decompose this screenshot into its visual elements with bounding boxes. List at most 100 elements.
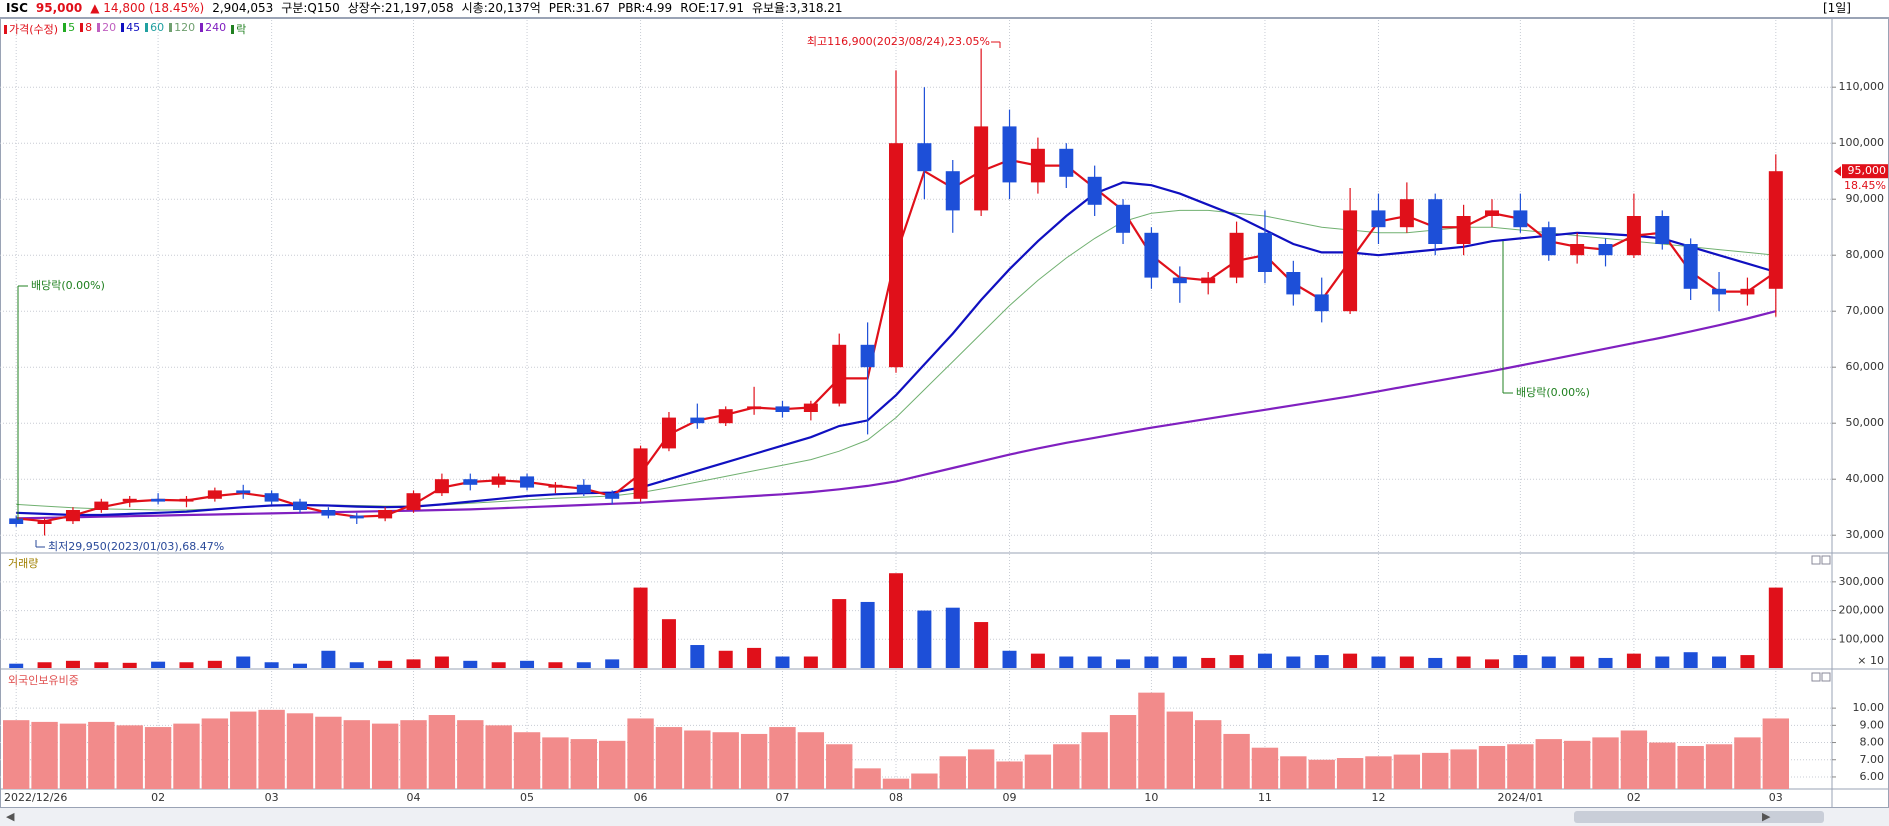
- ratio-bar: [1393, 754, 1421, 789]
- moving-average-line: [16, 181, 1777, 517]
- ratio-bar: [1563, 740, 1591, 789]
- legend-item[interactable]: 5: [63, 21, 75, 37]
- legend-swatch: [63, 23, 67, 32]
- volume-bar: [1712, 656, 1727, 668]
- ratio-bar: [371, 723, 399, 789]
- y-tick-label: 7.00: [1860, 753, 1885, 766]
- volume-bar: [122, 662, 137, 668]
- legend-label: 가격(수정): [9, 23, 59, 36]
- panel-button[interactable]: [1811, 555, 1821, 565]
- stock-cap: 시총:20,137억: [461, 1, 541, 15]
- candle-body: [94, 501, 109, 510]
- legend-item[interactable]: 락: [231, 21, 246, 37]
- legend-swatch: [145, 23, 149, 32]
- volume-bar: [520, 660, 535, 668]
- candle-body: [1683, 244, 1698, 289]
- legend-item[interactable]: 8: [80, 21, 92, 37]
- scroll-thumb[interactable]: [1574, 811, 1824, 823]
- x-tick-label: 03: [1769, 791, 1783, 804]
- ratio-bar: [343, 720, 370, 789]
- ratio-bar: [967, 749, 995, 789]
- panel-title: 거래량: [8, 557, 38, 570]
- volume-bar: [1768, 587, 1783, 668]
- stock-reserve: 유보율:3,318.21: [751, 1, 843, 15]
- ratio-bar: [684, 730, 711, 789]
- ratio-bar: [428, 715, 456, 789]
- volume-bar: [860, 601, 875, 668]
- volume-bar: [207, 660, 222, 668]
- x-tick-label: 04: [407, 791, 421, 804]
- candle-body: [747, 406, 762, 410]
- ratio-bar: [882, 778, 910, 789]
- candle-body: [349, 515, 364, 519]
- panel-button[interactable]: [1821, 555, 1831, 565]
- y-tick-label: 110,000: [1839, 80, 1885, 93]
- candle-body: [1541, 227, 1556, 256]
- scrollbar[interactable]: [0, 808, 1889, 826]
- candle-body: [633, 448, 648, 499]
- volume-bar: [661, 619, 676, 668]
- volume-bar: [151, 661, 166, 668]
- candle-body: [434, 479, 449, 494]
- panel-button[interactable]: [1821, 672, 1831, 682]
- candle-body: [832, 344, 847, 404]
- candle-body: [1399, 199, 1414, 228]
- ratio-bar: [769, 727, 796, 789]
- ratio-bar: [230, 711, 257, 789]
- candle-body: [236, 490, 251, 494]
- volume-bar: [434, 656, 449, 668]
- stock-shares: 상장수:21,197,058: [347, 1, 454, 15]
- volume-bar: [1116, 659, 1131, 668]
- candle-body: [1201, 277, 1216, 284]
- period-button[interactable]: [1일]: [1822, 1, 1851, 15]
- legend-label: 20: [102, 21, 117, 34]
- ratio-bar: [1762, 718, 1789, 789]
- ratio-bar: [457, 720, 484, 789]
- candle-body: [860, 344, 875, 368]
- volume-bar: [1343, 653, 1358, 668]
- scroll-left[interactable]: ◀: [6, 810, 15, 823]
- ratio-bar: [1280, 756, 1307, 789]
- scroll-right[interactable]: ▶: [1762, 810, 1771, 823]
- legend-item[interactable]: 45: [121, 21, 140, 37]
- candle-body: [9, 518, 24, 524]
- dividend-annotation: 배당락(0.00%): [1516, 386, 1590, 399]
- panel-button[interactable]: [1811, 672, 1821, 682]
- volume-bar: [832, 599, 847, 668]
- legend-item[interactable]: 120: [169, 21, 195, 37]
- ratio-bar: [1535, 739, 1562, 789]
- x-tick-label: 03: [265, 791, 279, 804]
- candle-body: [1059, 148, 1074, 177]
- ratio-bar: [542, 737, 569, 789]
- candle-body: [151, 498, 166, 502]
- candle-body: [661, 417, 676, 449]
- ratio-bar: [797, 732, 825, 789]
- legend-swatch: [169, 23, 173, 32]
- volume-bar: [1257, 653, 1272, 668]
- ratio-bar: [1649, 742, 1676, 789]
- y-tick-label: 40,000: [1846, 472, 1885, 485]
- candle-body: [548, 484, 563, 488]
- stock-market: 구분:Q150: [281, 1, 340, 15]
- legend-item[interactable]: 240: [200, 21, 226, 37]
- legend-item[interactable]: 가격(수정): [4, 21, 58, 37]
- ratio-bar: [286, 713, 314, 789]
- candle-body: [1513, 210, 1528, 228]
- x-tick-label: 08: [889, 791, 903, 804]
- volume-bar: [9, 663, 24, 668]
- x-tick-label: 02: [151, 791, 165, 804]
- volume-bar: [321, 650, 336, 668]
- legend-item[interactable]: 60: [145, 21, 164, 37]
- last-price-label: 95,000: [1848, 164, 1887, 177]
- legend-label: 5: [68, 21, 76, 34]
- candle-body: [1257, 232, 1272, 272]
- candle-body: [1343, 210, 1358, 312]
- volume-bar: [1201, 657, 1216, 668]
- volume-bar: [548, 662, 563, 668]
- ratio-bar: [826, 744, 853, 789]
- volume-bar: [917, 610, 932, 668]
- volume-bar: [1059, 656, 1074, 668]
- legend-item[interactable]: 20: [97, 21, 116, 37]
- candle-body: [1712, 288, 1727, 295]
- ratio-bar: [1223, 733, 1250, 789]
